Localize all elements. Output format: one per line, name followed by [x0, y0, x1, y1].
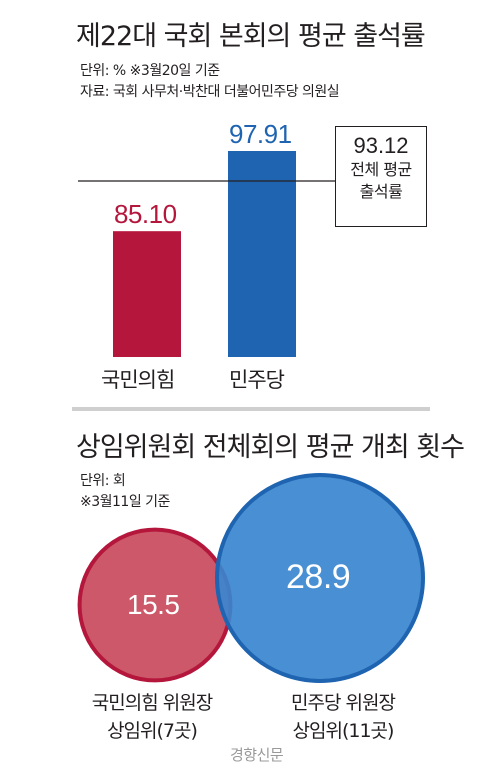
bubble-label-ppp: 국민의힘 위원장 상임위(7곳)	[62, 689, 242, 745]
chart1-title: 제22대 국회 본회의 평균 출석률	[76, 21, 426, 52]
chart1-source: 자료: 국회 사무처·박찬대 더불어민주당 의원실	[80, 84, 340, 100]
bubble-value-label-ppp: 15.5	[127, 589, 180, 620]
category-label-ppp: 국민의힘	[101, 368, 175, 392]
chart1-unit-note: 단위: % ※3월20일 기준	[80, 63, 220, 79]
bar-value-label-dp: 97.91	[229, 119, 292, 149]
bar-dp	[228, 151, 296, 357]
publisher-watermark: 경향신문	[230, 746, 284, 764]
bubble-dp	[215, 473, 425, 683]
average-label-line2: 출석률	[359, 182, 403, 201]
bar-value-label-ppp: 85.10	[114, 199, 177, 230]
chart2-date-note: ※3월11일 기준	[80, 494, 170, 510]
bubble-value-label-dp: 28.9	[286, 558, 351, 596]
average-value: 93.12	[353, 133, 409, 158]
bubble-label-ppp-line2: 상임위(7곳)	[107, 720, 198, 742]
average-callout-box: 93.12 전체 평균 출석률	[335, 126, 427, 227]
bubble-label-dp-line1: 민주당 위원장	[291, 692, 396, 714]
category-label-dp: 민주당	[229, 368, 285, 392]
average-label-line1: 전체 평균	[350, 160, 412, 179]
chart2-unit-note: 단위: 회	[80, 473, 126, 489]
bubble-label-ppp-line1: 국민의힘 위원장	[91, 692, 213, 714]
bar-ppp	[113, 231, 181, 357]
chart2-title: 상임위원회 전체회의 평균 개최 횟수	[76, 432, 465, 463]
bubble-label-dp: 민주당 위원장 상임위(11곳)	[258, 689, 428, 745]
bubble-label-dp-line2: 상임위(11곳)	[292, 720, 395, 742]
